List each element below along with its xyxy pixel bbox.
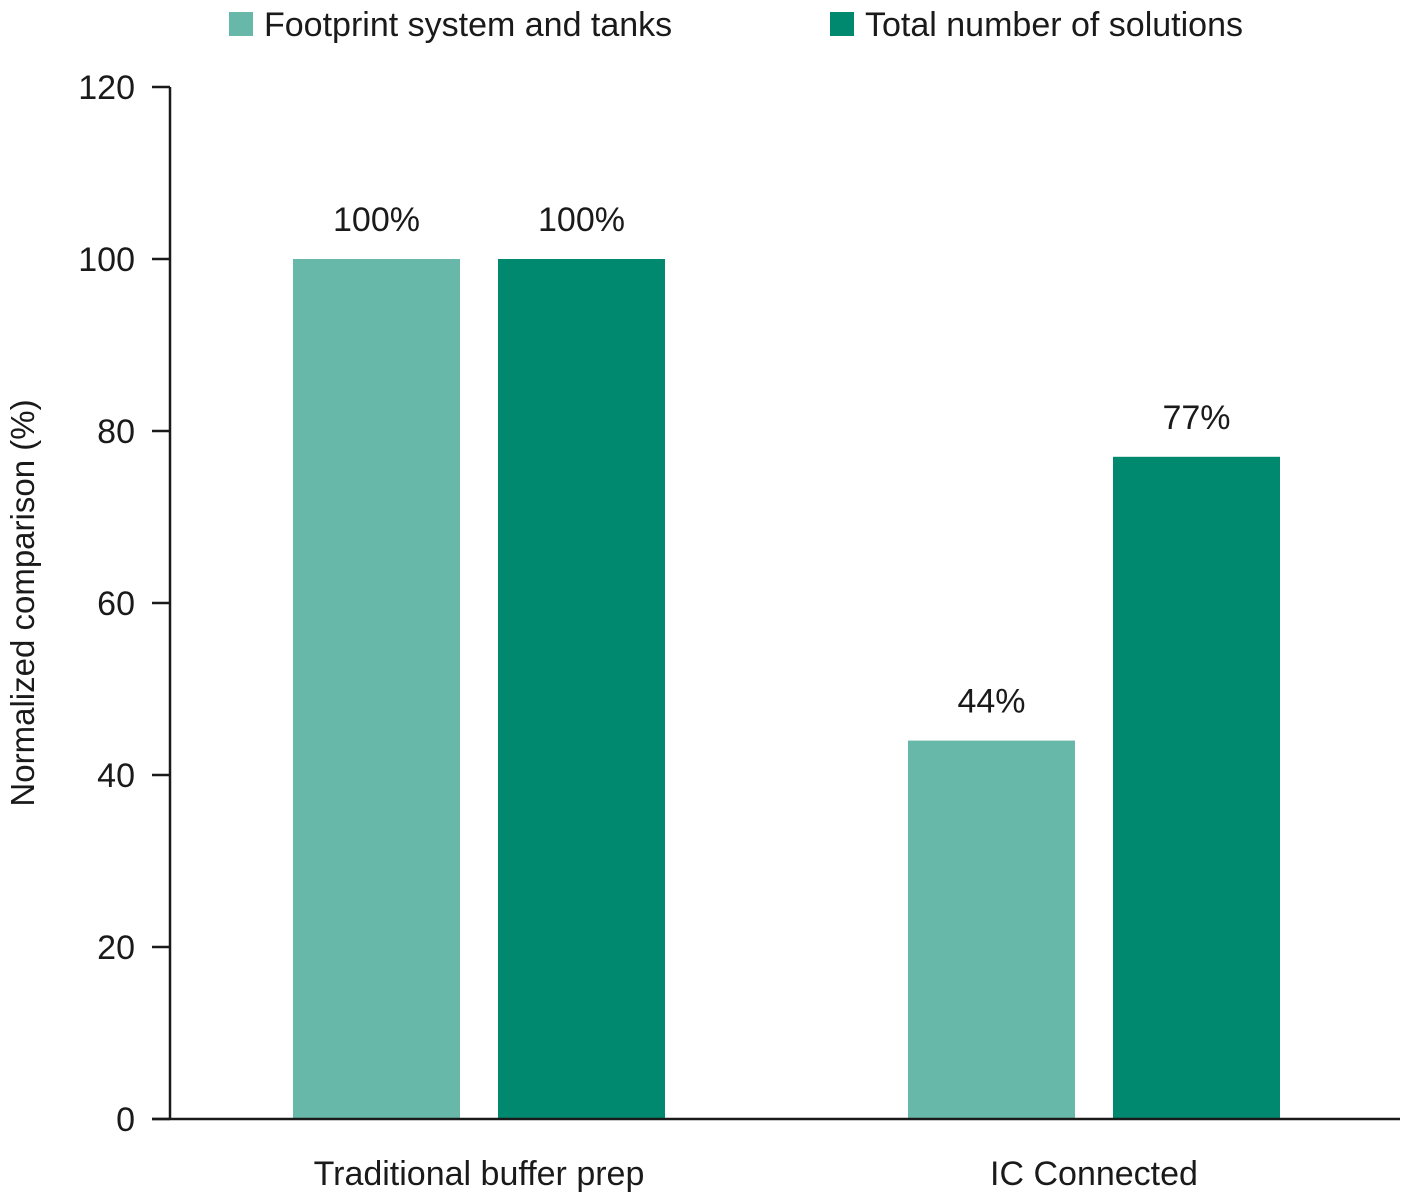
legend: Footprint system and tanks Total number o… (229, 6, 1243, 44)
x-axis-categories: Traditional buffer prep IC Connected (314, 1155, 1198, 1193)
y-tick-label: 60 (97, 585, 135, 623)
y-tick-label: 20 (97, 929, 135, 967)
legend-label: Total number of solutions (865, 6, 1243, 44)
y-tick-label: 80 (97, 413, 135, 451)
bar (293, 259, 460, 1119)
bar (1113, 456, 1280, 1119)
y-tick-label: 100 (78, 241, 135, 279)
data-label: 100% (333, 201, 420, 239)
y-axis-ticks: 0 20 40 60 80 100 120 (78, 69, 170, 1139)
y-tick-label: 0 (116, 1101, 135, 1139)
x-category-label: Traditional buffer prep (314, 1155, 645, 1193)
y-axis-label: Normalized comparison (%) (4, 399, 41, 806)
legend-swatch (830, 12, 854, 36)
data-label: 100% (538, 201, 625, 239)
data-label: 77% (1162, 399, 1230, 437)
y-tick-label: 40 (97, 757, 135, 795)
bar (908, 740, 1075, 1119)
bar (498, 259, 665, 1119)
bars: 100% 100% 44% 77% (293, 201, 1280, 1119)
data-label: 44% (957, 683, 1025, 721)
legend-swatch (229, 12, 253, 36)
x-category-label: IC Connected (990, 1155, 1198, 1193)
y-tick-label: 120 (78, 69, 135, 107)
legend-label: Footprint system and tanks (264, 6, 672, 44)
